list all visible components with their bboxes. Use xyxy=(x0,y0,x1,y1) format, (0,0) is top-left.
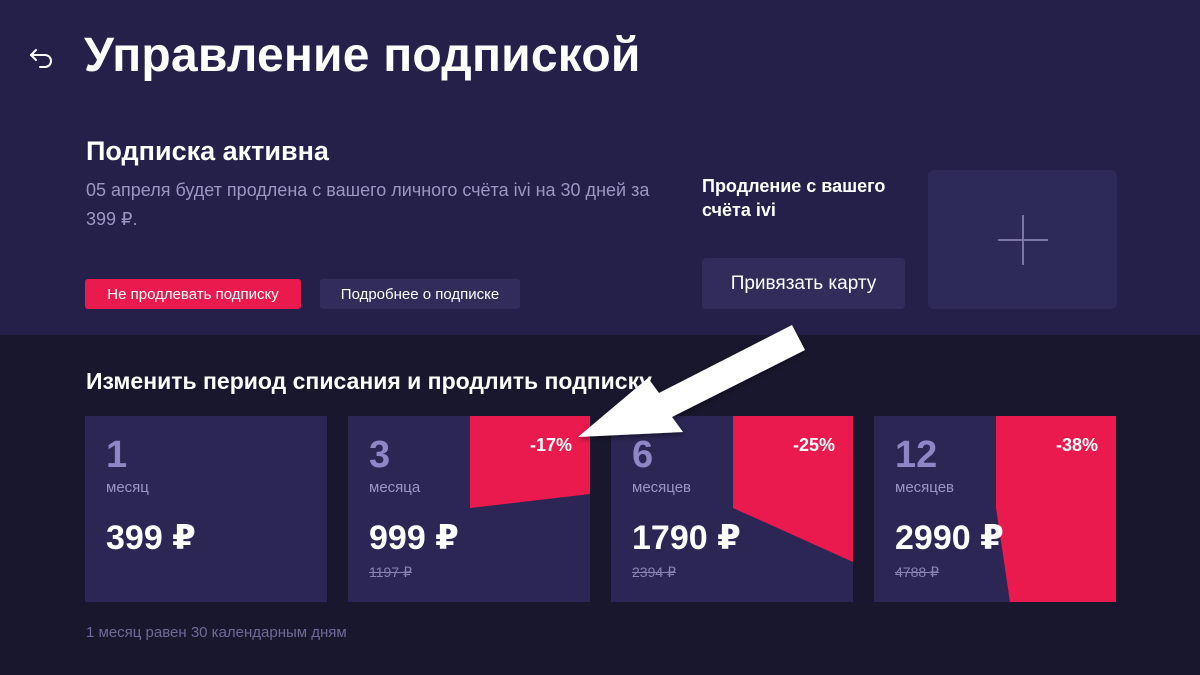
back-arrow-icon xyxy=(30,49,52,68)
page-title: Управление подпиской xyxy=(84,29,641,82)
plan-old-price: 4788 ₽ xyxy=(895,564,939,580)
period-footnote: 1 месяц равен 30 календарным дням xyxy=(86,624,347,641)
back-button[interactable] xyxy=(26,40,58,72)
plan-discount-badge: -25% xyxy=(792,435,835,455)
renewal-source-label: Продление с вашего счёта ivi xyxy=(702,176,886,220)
subscription-status-title: Подписка активна xyxy=(86,136,329,166)
cancel-renewal-button[interactable]: Не продлевать подписку xyxy=(85,279,301,309)
bind-card-button[interactable]: Привязать карту xyxy=(702,258,905,309)
plan-price: 2990 ₽ xyxy=(895,519,1004,557)
plan-card-1-month[interactable]: 1 месяц 399 ₽ xyxy=(85,416,327,602)
subscription-description: 05 апреля будет продлена с вашего личног… xyxy=(86,180,650,229)
plan-card-6-months[interactable]: -25% 6 месяцев 1790 ₽ 2394 ₽ xyxy=(611,416,853,602)
subscription-details-button[interactable]: Подробнее о подписке xyxy=(320,279,520,309)
discount-stripe xyxy=(733,416,853,562)
plan-unit: месяц xyxy=(106,479,149,496)
plan-old-price: 2394 ₽ xyxy=(632,564,676,580)
plan-months: 1 xyxy=(106,434,128,476)
discount-stripe xyxy=(996,416,1116,602)
plan-months: 6 xyxy=(632,434,654,476)
plan-price: 399 ₽ xyxy=(106,519,196,557)
plan-old-price: 1197 ₽ xyxy=(369,564,412,580)
plan-unit: месяцев xyxy=(632,479,692,496)
plus-icon xyxy=(997,214,1048,265)
plan-card-12-months[interactable]: -38% 12 месяцев 2990 ₽ 4788 ₽ xyxy=(874,416,1116,602)
plan-discount-badge: -17% xyxy=(529,435,572,455)
plan-price: 999 ₽ xyxy=(369,519,459,557)
period-section-heading: Изменить период списания и продлить подп… xyxy=(86,368,652,394)
plan-months: 12 xyxy=(895,434,938,476)
plan-unit: месяца xyxy=(369,479,421,496)
plan-card-3-months[interactable]: -17% 3 месяца 999 ₽ 1197 ₽ xyxy=(348,416,590,602)
plan-discount-badge: -38% xyxy=(1055,435,1098,455)
plan-months: 3 xyxy=(369,434,391,476)
plan-unit: месяцев xyxy=(895,479,955,496)
discount-stripe xyxy=(470,416,590,508)
add-card-tile[interactable] xyxy=(928,170,1117,309)
plan-price: 1790 ₽ xyxy=(632,519,741,557)
